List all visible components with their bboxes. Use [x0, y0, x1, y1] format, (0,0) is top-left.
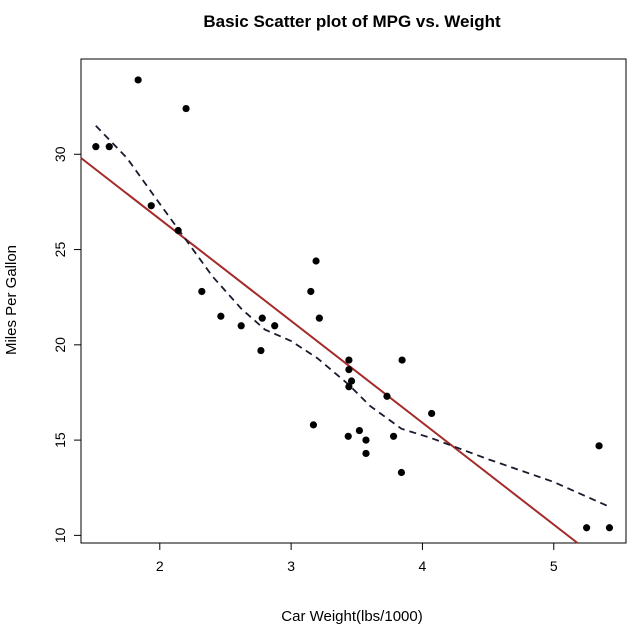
x-tick-label: 4: [419, 558, 427, 574]
data-point: [345, 356, 353, 364]
data-point: [345, 365, 353, 374]
data-point: [347, 377, 356, 385]
lowess-curve: [95, 125, 610, 508]
y-tick-label: 15: [52, 432, 68, 448]
data-point: [174, 226, 182, 235]
y-tick-label: 20: [52, 337, 68, 353]
x-axis: 2 3 4 5: [156, 543, 558, 574]
regression-line: [80, 157, 579, 544]
y-tick-label: 10: [52, 527, 68, 543]
data-point: [257, 346, 265, 355]
data-point: [389, 432, 398, 440]
data-point: [271, 322, 279, 330]
y-axis-label: Miles Per Gallon: [3, 245, 20, 355]
data-point: [134, 76, 142, 84]
data-point: [309, 421, 318, 429]
y-tick-label: 30: [52, 146, 68, 162]
fit-lines: [80, 125, 610, 544]
data-point: [198, 287, 206, 296]
data-point: [147, 202, 155, 210]
x-tick-label: 5: [550, 558, 558, 574]
data-point: [344, 432, 352, 440]
data-point: [258, 314, 266, 322]
data-point: [307, 287, 315, 296]
chart-title: Basic Scatter plot of MPG vs. Weight: [203, 12, 501, 31]
x-tick-label: 2: [156, 558, 164, 574]
y-axis: 10 15 20 25 30: [52, 146, 81, 543]
data-point: [217, 312, 225, 320]
data-point: [398, 356, 406, 364]
plot-frame: [80, 58, 627, 544]
data-point: [428, 409, 436, 418]
data-point: [605, 524, 614, 532]
data-point: [182, 104, 190, 113]
y-tick-label: 25: [52, 242, 68, 258]
data-point: [383, 392, 391, 400]
data-point: [105, 143, 113, 151]
data-point: [355, 426, 364, 435]
x-tick-label: 3: [287, 558, 295, 574]
data-point: [345, 383, 353, 391]
data-point: [362, 436, 370, 444]
x-axis-label: Car Weight(lbs/1000): [281, 608, 422, 625]
data-point: [237, 322, 245, 330]
data-point: [92, 143, 100, 151]
data-point: [312, 257, 320, 265]
data-point: [362, 449, 370, 458]
data-point: [595, 442, 603, 450]
data-points: [92, 76, 614, 532]
data-point: [315, 314, 323, 322]
data-point: [583, 524, 591, 532]
data-point: [397, 468, 406, 477]
